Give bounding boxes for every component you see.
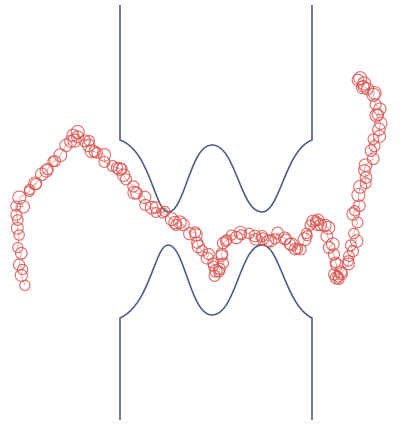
trajectory-marker xyxy=(10,200,22,212)
trajectory-marker xyxy=(358,164,371,177)
trajectory-marker xyxy=(10,208,23,221)
trajectory-marker xyxy=(12,190,27,205)
trajectory-marker xyxy=(249,232,263,246)
trajectory xyxy=(10,71,388,292)
trajectory-marker xyxy=(352,199,366,213)
trajectory-marker xyxy=(271,226,284,240)
trajectory-marker xyxy=(110,161,124,175)
trajectory-marker xyxy=(10,221,24,235)
trajectory-marker xyxy=(351,187,366,203)
trajectory-marker xyxy=(115,162,128,175)
trajectory-marker xyxy=(172,215,187,230)
trajectory-marker xyxy=(67,133,82,148)
trajectory-marker xyxy=(11,214,24,226)
trajectory-marker xyxy=(357,76,372,91)
trajectory-marker xyxy=(164,212,179,226)
trajectory-marker xyxy=(321,220,336,235)
trajectory-marker xyxy=(367,85,382,100)
trajectory-marker xyxy=(159,205,171,218)
trajectory-marker xyxy=(29,178,42,190)
trajectory-marker xyxy=(373,129,387,143)
trajectory-marker xyxy=(196,244,208,257)
trajectory-marker xyxy=(318,218,332,233)
trajectory-marker xyxy=(351,216,364,229)
trajectory-marker xyxy=(359,177,372,190)
trajectory-marker xyxy=(78,134,92,148)
trajectory-marker xyxy=(216,236,230,250)
trajectory-marker xyxy=(256,232,270,246)
trajectory-marker xyxy=(13,229,25,241)
trajectory-marker xyxy=(49,154,62,168)
trajectory-marker xyxy=(334,267,348,281)
trajectory-marker xyxy=(53,148,68,163)
trajectory-marker xyxy=(138,190,152,204)
trajectory-marker xyxy=(16,263,29,276)
trajectory-marker xyxy=(349,234,364,248)
trajectory-marker xyxy=(150,206,162,219)
trajectory-marker xyxy=(14,246,28,260)
trajectory-marker xyxy=(233,225,248,240)
trajectory-marker xyxy=(70,125,85,140)
trajectory-marker xyxy=(325,237,340,251)
trajectory-marker xyxy=(342,255,355,267)
trajectory-marker xyxy=(353,179,368,194)
trajectory-marker xyxy=(367,133,380,146)
trajectory-marker xyxy=(127,180,140,193)
trajectory-marker xyxy=(130,186,143,200)
trajectory-marker xyxy=(372,122,386,137)
trajectory-marker xyxy=(327,248,341,261)
trajectory-marker xyxy=(229,230,244,245)
trajectory-marker xyxy=(358,158,373,173)
trajectory-marker xyxy=(16,199,30,214)
trajectory-marker xyxy=(12,241,24,254)
trajectory-marker xyxy=(157,207,169,219)
trajectory-marker xyxy=(263,233,278,248)
trajectory-marker xyxy=(348,227,360,240)
channel-wall-top-left xyxy=(119,5,313,213)
trajectory-marker xyxy=(170,219,183,231)
trajectory-marker xyxy=(373,102,387,116)
trajectory-marker xyxy=(235,229,247,241)
trajectory-marker xyxy=(342,257,355,271)
trajectory-markers xyxy=(10,71,388,292)
trajectory-marker xyxy=(41,162,54,176)
trajectory-marker xyxy=(368,140,381,153)
trajectory-marker xyxy=(322,241,336,254)
trajectory-marker xyxy=(176,217,190,232)
trajectory-marker xyxy=(351,73,365,87)
trajectory-marker xyxy=(353,71,368,86)
trajectory-marker xyxy=(71,130,85,144)
channel-wall-bottom xyxy=(119,244,313,420)
trajectory-marker xyxy=(217,257,230,269)
trajectory-marker xyxy=(306,214,320,228)
trajectory-marker xyxy=(213,262,226,276)
trajectory-marker xyxy=(119,173,133,186)
trajectory-marker xyxy=(183,227,197,241)
trajectory-marker xyxy=(349,205,361,217)
trajectory-marker xyxy=(288,242,302,256)
trajectory-marker xyxy=(97,148,112,162)
trajectory-marker xyxy=(84,144,99,159)
trajectory-marker xyxy=(91,147,103,159)
trajectory-marker xyxy=(59,138,73,152)
trajectory-marker xyxy=(329,256,342,269)
trajectory-marker xyxy=(280,233,292,246)
trajectory-marker xyxy=(374,116,388,130)
trajectory-marker xyxy=(366,152,380,166)
